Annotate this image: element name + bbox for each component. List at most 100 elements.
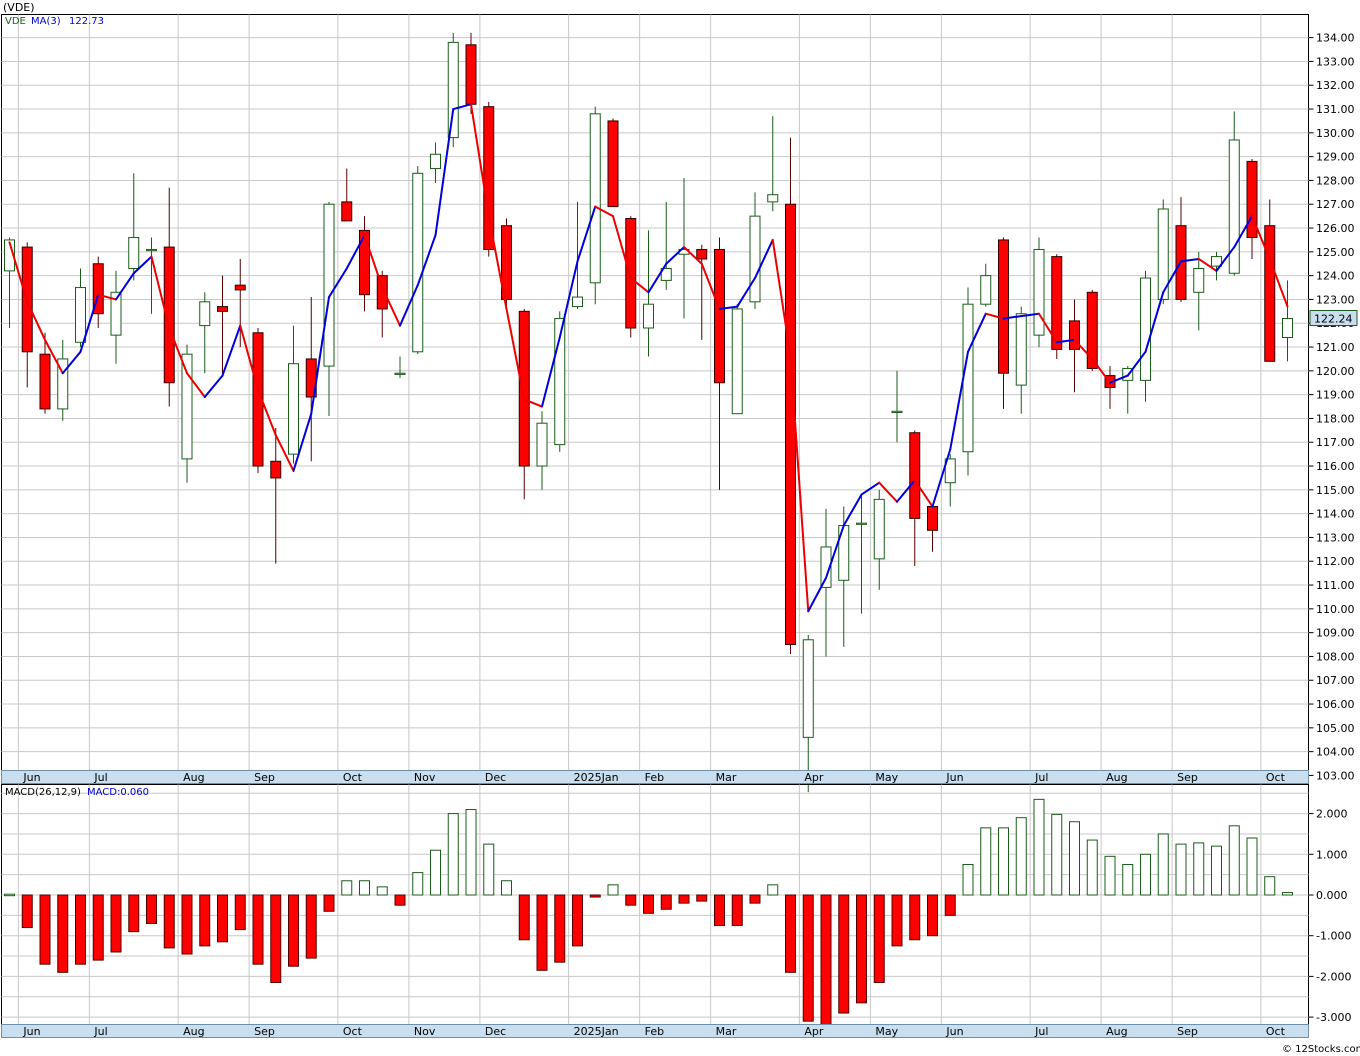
macd-bar	[1228, 825, 1240, 896]
candle	[962, 287, 974, 476]
ma-segment	[239, 324, 259, 391]
candle	[1264, 199, 1276, 362]
macd-bar	[57, 894, 69, 973]
ma-segment	[1162, 260, 1182, 294]
macd-bar	[962, 863, 974, 896]
candle-body	[234, 284, 246, 291]
ma-segment	[1038, 312, 1058, 344]
macd-bar	[412, 872, 424, 896]
ma-segment	[700, 262, 721, 310]
candle	[909, 430, 921, 566]
candle	[1175, 197, 1187, 302]
macd-bar	[696, 894, 708, 902]
ma-segment	[878, 481, 898, 503]
candle	[873, 489, 885, 590]
macd-bar	[447, 813, 459, 896]
macd-bar	[199, 894, 211, 947]
price-tick-label: 105.00	[1316, 722, 1355, 735]
candle-body	[465, 44, 477, 105]
candle	[430, 142, 441, 183]
ma-segment	[1002, 315, 1023, 320]
candle-body	[714, 248, 725, 384]
ma-segment	[203, 374, 224, 399]
candle-body	[607, 120, 619, 208]
macd-bar	[217, 894, 228, 943]
macd-bar	[323, 894, 335, 912]
candle-body	[39, 353, 51, 410]
candle-body	[731, 308, 743, 415]
candle-body	[1033, 248, 1045, 336]
ma-segment	[292, 412, 313, 472]
candle	[501, 218, 512, 312]
macd-bar	[927, 894, 938, 937]
macd-month-label: Aug	[183, 1025, 204, 1038]
chart-symbol: (VDE)	[3, 1, 35, 14]
candle	[714, 237, 725, 490]
macd-month-label: Sep	[1177, 1025, 1198, 1038]
candle	[1140, 270, 1151, 402]
candle-body	[163, 246, 175, 384]
price-tick-label: 115.00	[1316, 484, 1355, 497]
candle-body	[1193, 268, 1205, 293]
candle	[731, 304, 743, 415]
candle-body	[536, 422, 548, 467]
ma-segment	[647, 262, 668, 294]
ticker-tag: VDE	[5, 16, 26, 27]
candle	[1211, 251, 1222, 281]
macd-bar	[252, 894, 264, 965]
price-month-label: Sep	[1177, 771, 1198, 784]
price-tick-label: 117.00	[1316, 436, 1355, 449]
ma-segment	[310, 296, 330, 415]
candle-body	[57, 358, 69, 410]
ma-segment	[328, 267, 348, 299]
price-tick-label: 113.00	[1316, 531, 1355, 544]
macd-bar	[1104, 855, 1116, 896]
macd-bar	[980, 827, 992, 896]
candle-body	[1282, 317, 1293, 339]
macd-bar	[554, 894, 566, 963]
candle	[270, 427, 282, 564]
macd-bar	[1211, 845, 1222, 896]
price-month-label: Nov	[414, 771, 436, 784]
candle	[75, 268, 86, 348]
macd-bar	[1175, 843, 1187, 896]
candle	[643, 230, 654, 357]
macd-bar	[1157, 833, 1169, 896]
ma-segment	[452, 103, 472, 111]
ma-segment	[523, 398, 543, 408]
ma-segment	[1215, 246, 1236, 272]
ma-segment	[754, 238, 774, 280]
macd-bar	[536, 894, 548, 971]
price-date-axis: Jun Jul Aug Sep Oct Nov Dec 2025Jan Feb Mar Apr May…	[22, 771, 1285, 784]
macd-bar	[483, 843, 495, 896]
ma-segment	[1109, 374, 1129, 384]
candle-body	[820, 546, 832, 588]
macd-month-label: Mar	[716, 1025, 737, 1038]
candle	[1122, 366, 1134, 414]
candle	[4, 237, 15, 328]
price-month-label: Aug	[183, 771, 204, 784]
macd-bar	[75, 894, 86, 965]
ma-segment	[363, 234, 384, 289]
candle	[181, 344, 193, 483]
ma-segment	[1197, 257, 1218, 272]
macd-bar	[1246, 837, 1258, 896]
price-tick-label: 104.00	[1316, 746, 1355, 759]
ma-segment	[558, 260, 579, 339]
ma-segment	[1144, 291, 1165, 353]
ma-segment	[399, 284, 419, 327]
candle-body	[643, 303, 654, 329]
ma-segment	[913, 479, 934, 508]
price-tick-label: 133.00	[1316, 55, 1355, 68]
macd-month-label: Oct	[1266, 1025, 1286, 1038]
price-tick-label: 116.00	[1316, 460, 1355, 473]
macd-month-label: 2025Jan	[574, 1025, 619, 1038]
candle-body	[341, 201, 353, 222]
macd-bar	[1282, 892, 1293, 896]
ma-segment	[1180, 257, 1200, 263]
candle-body	[518, 310, 530, 467]
macd-bar	[501, 880, 512, 896]
macd-date-axis-band	[1, 1024, 1309, 1038]
macd-bar	[625, 894, 637, 906]
